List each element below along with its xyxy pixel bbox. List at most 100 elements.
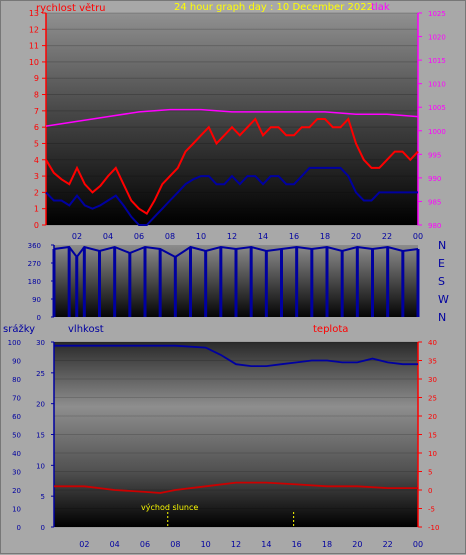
wind-tick-label: 8: [34, 91, 39, 100]
x-tick-label: 08: [170, 540, 180, 549]
rain-tick-label: 0: [41, 524, 45, 532]
pressure-tick-label: 1000: [428, 128, 446, 136]
humidity-tick-label: 100: [8, 339, 21, 347]
humidity-tick-label: 30: [12, 469, 21, 477]
compass-label: N: [438, 239, 446, 252]
x-tick-label: 06: [134, 232, 144, 241]
climate-plot-area: [54, 342, 418, 527]
wind-tick-label: 9: [34, 74, 39, 83]
wind-tick-label: 2: [34, 188, 39, 197]
x-tick-label: 00: [413, 232, 423, 241]
direction-line-0: [53, 245, 419, 259]
humidity-label: vlhkost: [68, 324, 104, 335]
wind-tick-label: 5: [34, 139, 39, 148]
pressure-tick-label: 995: [428, 151, 441, 159]
wind-tick-label: 12: [29, 25, 39, 34]
chart-title: 24 hour graph day : 10 December 2022: [174, 2, 373, 13]
compass-label: N: [438, 311, 446, 324]
x-tick-label: 00: [413, 540, 423, 549]
rain-tick-label: 25: [36, 370, 45, 378]
x-tick-label: 18: [322, 540, 332, 549]
x-tick-label: 12: [231, 540, 241, 549]
compass-label: W: [438, 293, 449, 306]
wind-speed-label: rychlost větru: [36, 2, 106, 14]
rain-tick-label: 20: [36, 401, 45, 409]
rain-label: srážky: [3, 323, 35, 335]
pressure-tick-label: 1015: [428, 57, 446, 65]
humidity-tick-label: 40: [12, 450, 21, 458]
wind-tick-label: 0: [34, 221, 39, 230]
x-tick-label: 16: [289, 232, 299, 241]
wind-tick-label: 4: [34, 156, 39, 165]
x-tick-label: 18: [320, 232, 330, 241]
humidity-tick-label: 60: [12, 413, 21, 421]
wind-plot-area: [46, 13, 418, 225]
x-tick-label: 22: [383, 540, 393, 549]
x-tick-label: 14: [258, 232, 268, 241]
rain-tick-label: 15: [36, 432, 45, 440]
direction-tick-label: 90: [32, 296, 41, 304]
humidity-tick-label: 80: [12, 376, 21, 384]
pressure-tick-label: 1005: [428, 104, 446, 112]
wind-tick-label: 13: [29, 9, 39, 18]
temperature-tick-label: 15: [428, 432, 437, 440]
x-tick-label: 10: [201, 540, 211, 549]
temperature-tick-label: 40: [428, 339, 437, 347]
wind-tick-label: 7: [34, 107, 39, 116]
rain-tick-label: 10: [36, 462, 45, 470]
wind-tick-label: 11: [29, 42, 39, 51]
temperature-tick-label: 20: [428, 413, 437, 421]
x-tick-label: 04: [103, 232, 113, 241]
temperature-tick-label: 30: [428, 376, 437, 384]
x-tick-label: 16: [292, 540, 302, 549]
humidity-tick-label: 10: [12, 506, 21, 514]
x-tick-label: 10: [196, 232, 206, 241]
temperature-tick-label: 35: [428, 358, 437, 366]
pressure-tick-label: 1010: [428, 81, 446, 89]
sunrise-label: východ slunce: [141, 503, 198, 512]
x-tick-label: 14: [261, 540, 271, 549]
x-tick-label: 06: [140, 540, 150, 549]
wind-tick-label: 6: [34, 123, 39, 132]
direction-tick-label: 360: [28, 242, 41, 250]
x-tick-label: 08: [165, 232, 175, 241]
pressure-tick-label: 985: [428, 198, 441, 206]
direction-tick-label: 0: [37, 314, 41, 322]
temperature-label: teplota: [313, 324, 348, 335]
compass-label: S: [438, 275, 445, 288]
series-line-1: [45, 166, 418, 226]
temperature-tick-label: 5: [428, 469, 432, 477]
temperature-tick-label: 10: [428, 450, 437, 458]
climate-line-1: [54, 481, 418, 494]
x-tick-label: 20: [352, 540, 362, 549]
rain-tick-label: 5: [41, 493, 45, 501]
pressure-tick-label: 990: [428, 175, 441, 183]
humidity-tick-label: 90: [12, 358, 21, 366]
pressure-tick-label: 1020: [428, 34, 446, 42]
humidity-tick-label: 20: [12, 487, 21, 495]
x-tick-label: 02: [79, 540, 89, 549]
wind-tick-label: 3: [34, 172, 39, 181]
rain-tick-label: 30: [36, 339, 45, 347]
climate-line-0: [54, 344, 418, 368]
chart-marks: 0123456789101112139809859909951000100510…: [8, 9, 449, 549]
x-tick-label: 20: [351, 232, 361, 241]
series-line-2: [45, 108, 419, 127]
wind-tick-label: 1: [34, 205, 39, 214]
direction-tick-label: 180: [28, 278, 41, 286]
pressure-label: tlak: [371, 2, 390, 13]
pressure-tick-label: 980: [428, 222, 441, 230]
x-tick-label: 12: [227, 232, 237, 241]
x-tick-label: 02: [72, 232, 82, 241]
humidity-tick-label: 0: [17, 524, 21, 532]
humidity-tick-label: 50: [12, 432, 21, 440]
temperature-tick-label: 25: [428, 395, 437, 403]
pressure-tick-label: 1025: [428, 10, 446, 18]
temperature-tick-label: -5: [428, 506, 435, 514]
x-tick-label: 04: [110, 540, 120, 549]
temperature-tick-label: -10: [428, 524, 439, 532]
wind-tick-label: 10: [29, 58, 39, 67]
direction-tick-label: 270: [28, 260, 41, 268]
